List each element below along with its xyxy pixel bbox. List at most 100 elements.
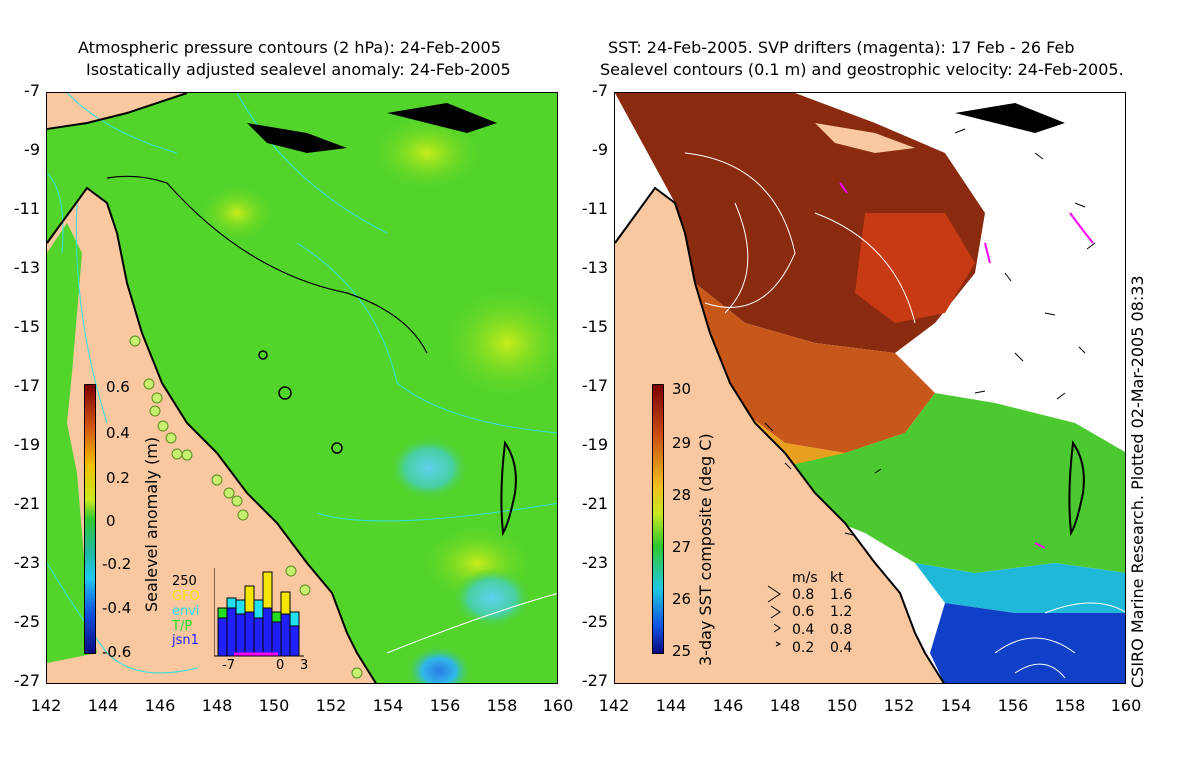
velocity-legend-header-kt: kt bbox=[830, 570, 844, 586]
left-ytick-7: -21 bbox=[13, 494, 40, 513]
anomaly-high-west bbox=[197, 183, 277, 243]
left-xtick-2: 146 bbox=[144, 696, 176, 715]
right-ytick-8: -23 bbox=[581, 553, 608, 572]
velocity-legend-arrows bbox=[767, 585, 782, 647]
sealevel-contours bbox=[684, 152, 1125, 679]
right-ytick-1: -9 bbox=[592, 140, 608, 159]
sealevel-anomaly-map bbox=[46, 92, 558, 684]
right-xtick-1: 144 bbox=[655, 696, 687, 715]
left-xtick-3: 148 bbox=[201, 696, 233, 715]
right-xtick-0: 142 bbox=[598, 696, 630, 715]
left-title-line1: Atmospheric pressure contours (2 hPa): 2… bbox=[78, 38, 501, 57]
anomaly-low-south bbox=[405, 645, 473, 683]
right-xtick-2: 146 bbox=[712, 696, 744, 715]
tide-gauge-markers bbox=[129, 335, 363, 679]
right-xtick-4: 150 bbox=[826, 696, 858, 715]
left-xtick-1: 144 bbox=[87, 696, 119, 715]
left-ytick-6: -19 bbox=[13, 435, 40, 454]
left-colorbar-label: Sealevel anomaly (m) bbox=[142, 436, 161, 612]
coastline bbox=[47, 93, 377, 683]
right-xtick-9: 160 bbox=[1110, 696, 1142, 715]
velocity-legend-ms-3: 0.2 bbox=[792, 640, 815, 656]
right-title-line2: Sealevel contours (0.1 m) and geostrophi… bbox=[600, 60, 1124, 79]
velocity-legend-kt-3: 0.4 bbox=[830, 640, 853, 656]
right-ytick-6: -19 bbox=[581, 435, 608, 454]
right-xtick-7: 156 bbox=[997, 696, 1029, 715]
right-ytick-2: -11 bbox=[581, 199, 608, 218]
left-xtick-0: 142 bbox=[30, 696, 62, 715]
left-cb-tick-5: -0.4 bbox=[102, 599, 132, 617]
left-cb-tick-6: -0.6 bbox=[102, 643, 132, 661]
right-ytick-4: -15 bbox=[581, 317, 608, 336]
anomaly-high-east bbox=[437, 283, 557, 403]
right-xtick-6: 154 bbox=[940, 696, 972, 715]
island-new-caledonia bbox=[500, 440, 517, 537]
hist-series-gfo: GFO bbox=[172, 589, 200, 604]
anomaly-low-east bbox=[452, 568, 532, 628]
right-ytick-10: -27 bbox=[581, 671, 608, 690]
right-ytick-7: -21 bbox=[581, 494, 608, 513]
land-area-right bbox=[615, 188, 944, 683]
hist-series-envi: envi bbox=[172, 604, 200, 619]
left-xtick-4: 150 bbox=[258, 696, 290, 715]
ocean-area bbox=[47, 93, 557, 683]
velocity-legend-ms-1: 0.6 bbox=[792, 604, 815, 620]
right-cb-tick-3: 27 bbox=[672, 538, 692, 556]
left-ytick-8: -23 bbox=[13, 553, 40, 572]
right-cb-tick-5: 25 bbox=[672, 642, 692, 660]
velocity-legend-ms-2: 0.4 bbox=[792, 622, 815, 638]
right-ytick-5: -17 bbox=[581, 376, 608, 395]
right-xtick-8: 158 bbox=[1054, 696, 1086, 715]
right-xtick-5: 152 bbox=[883, 696, 915, 715]
left-title-line2: Isostatically adjusted sealevel anomaly:… bbox=[86, 60, 511, 79]
sst-green-band bbox=[755, 393, 1125, 573]
sst-warm-central bbox=[675, 203, 935, 453]
sst-map-graphic bbox=[615, 93, 1125, 683]
island-solomons bbox=[387, 103, 497, 133]
sealevel-anomaly-map-graphic bbox=[47, 93, 557, 683]
hist-xtick-1: 0 bbox=[276, 658, 285, 673]
left-cb-tick-1: 0.4 bbox=[106, 424, 130, 442]
anomaly-low-central bbox=[389, 436, 469, 500]
left-ytick-9: -25 bbox=[13, 612, 40, 631]
left-cb-tick-4: -0.2 bbox=[102, 555, 132, 573]
velocity-legend-kt-2: 0.8 bbox=[830, 622, 853, 638]
left-cb-tick-2: 0.2 bbox=[106, 469, 130, 487]
left-xtick-5: 152 bbox=[315, 696, 347, 715]
right-title-line1: SST: 24-Feb-2005. SVP drifters (magenta)… bbox=[608, 38, 1075, 57]
left-ytick-5: -17 bbox=[13, 376, 40, 395]
hist-series-tp: T/P bbox=[172, 619, 193, 634]
sst-cool-south bbox=[930, 603, 1125, 683]
left-xtick-8: 158 bbox=[486, 696, 518, 715]
right-colorbar-label: 3-day SST composite (deg C) bbox=[696, 433, 715, 666]
right-cb-tick-0: 30 bbox=[672, 380, 692, 398]
velocity-legend-kt-0: 1.6 bbox=[830, 587, 853, 603]
hist-ymax-label: 250 bbox=[172, 574, 197, 589]
left-ytick-2: -11 bbox=[13, 199, 40, 218]
island-new-britain bbox=[247, 123, 347, 153]
right-ytick-9: -25 bbox=[581, 612, 608, 631]
left-ytick-4: -15 bbox=[13, 317, 40, 336]
left-cb-tick-3: 0 bbox=[106, 512, 116, 530]
velocity-legend-header-ms: m/s bbox=[792, 570, 818, 586]
hist-xtick-2: 3 bbox=[300, 658, 309, 673]
left-ytick-1: -9 bbox=[24, 140, 40, 159]
svp-drifter-tracks bbox=[839, 182, 1094, 549]
left-cb-tick-0: 0.6 bbox=[106, 378, 130, 396]
right-xtick-3: 148 bbox=[769, 696, 801, 715]
hist-series-jsn1: jsn1 bbox=[172, 633, 199, 648]
left-xtick-6: 154 bbox=[372, 696, 404, 715]
left-ytick-0: -7 bbox=[24, 81, 40, 100]
ocean-west bbox=[47, 223, 97, 663]
left-ytick-3: -13 bbox=[13, 258, 40, 277]
sst-map bbox=[614, 92, 1126, 684]
velocity-legend-ms-0: 0.8 bbox=[792, 587, 815, 603]
hist-xtick-0: -7 bbox=[222, 658, 235, 673]
plot-credit: CSIRO Marine Research. Plotted 02-Mar-20… bbox=[1128, 275, 1147, 688]
left-xtick-9: 160 bbox=[542, 696, 574, 715]
right-cb-tick-1: 29 bbox=[672, 434, 692, 452]
right-ytick-3: -13 bbox=[581, 258, 608, 277]
left-ytick-10: -27 bbox=[13, 671, 40, 690]
right-cb-tick-2: 28 bbox=[672, 486, 692, 504]
sst-warm-patch bbox=[855, 213, 975, 323]
